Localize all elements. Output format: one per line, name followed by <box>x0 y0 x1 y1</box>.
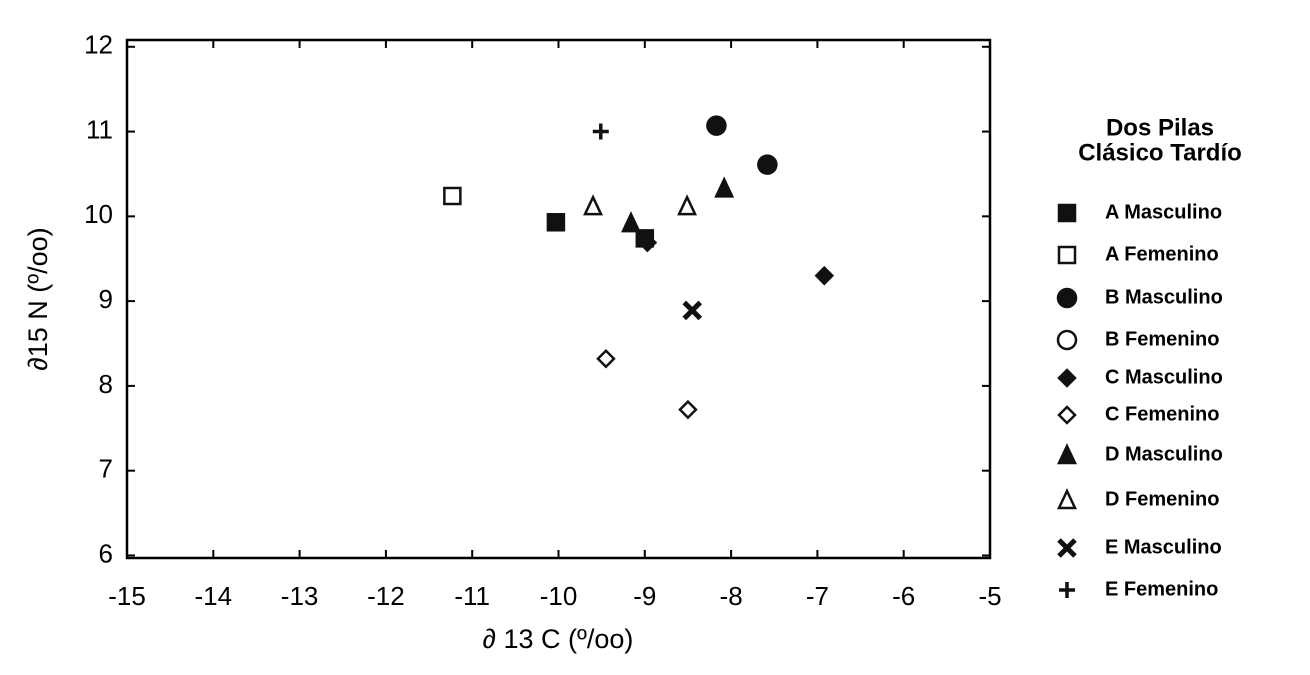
legend-marker <box>1057 488 1077 510</box>
x-tick-label: -8 <box>720 581 743 611</box>
legend-label: D Femenino <box>1105 488 1219 510</box>
marker <box>814 265 835 286</box>
x-tick-label: -14 <box>195 581 233 611</box>
marker <box>714 176 735 198</box>
legend-label: A Masculino <box>1105 201 1222 223</box>
legend-marker <box>1057 443 1077 465</box>
legend-marker <box>1057 245 1077 265</box>
legend-title: Clásico Tardío <box>1078 139 1242 166</box>
legend-label: C Masculino <box>1105 366 1223 388</box>
x-tick-label: -12 <box>367 581 405 611</box>
marker <box>596 349 616 369</box>
legend-label: E Femenino <box>1105 578 1218 600</box>
plot-frame <box>125 38 992 560</box>
x-tick-label: -11 <box>454 581 490 611</box>
y-tick-label: 9 <box>99 284 113 314</box>
y-tick-label: 11 <box>86 114 113 144</box>
legend-label: C Femenino <box>1105 403 1219 425</box>
legend-label: B Masculino <box>1105 286 1223 308</box>
legend-marker <box>1057 538 1077 558</box>
legend-title: Dos Pilas <box>1106 114 1214 141</box>
y-tick-label: 12 <box>84 30 113 60</box>
marker <box>637 232 658 253</box>
x-tick-label: -9 <box>633 581 656 611</box>
x-tick-label: -5 <box>978 581 1001 611</box>
marker <box>757 154 778 175</box>
marker <box>682 300 703 321</box>
legend-label: B Femenino <box>1105 328 1219 350</box>
marker <box>677 194 698 216</box>
x-tick-label: -10 <box>540 581 578 611</box>
y-tick-label: 7 <box>99 454 113 484</box>
marker <box>678 399 698 420</box>
x-tick-label: -15 <box>108 581 146 611</box>
x-tick-label: -13 <box>281 581 319 611</box>
marker <box>546 213 566 232</box>
legend-marker <box>1059 582 1075 598</box>
x-tick-label: -6 <box>892 581 915 611</box>
y-tick-label: 8 <box>99 369 113 399</box>
legend-marker <box>1056 329 1078 351</box>
legend-marker <box>1057 203 1077 223</box>
legend-marker <box>1057 368 1077 388</box>
legend-label: A Femenino <box>1105 243 1219 265</box>
legend-label: E Masculino <box>1105 536 1222 558</box>
y-tick-label: 6 <box>99 538 113 568</box>
marker <box>706 115 727 136</box>
marker <box>583 194 603 216</box>
marker <box>621 211 641 233</box>
legend-label: D Masculino <box>1105 443 1223 465</box>
marker <box>592 123 609 140</box>
x-axis-label: ∂ 13 C (º/oo) <box>483 624 634 654</box>
legend-marker <box>1056 287 1078 309</box>
legend-marker <box>1057 405 1077 425</box>
marker <box>443 186 462 206</box>
x-tick-label: -7 <box>806 581 829 611</box>
y-tick-label: 10 <box>84 199 113 229</box>
y-axis-label: ∂15 N (º/oo) <box>23 227 53 370</box>
